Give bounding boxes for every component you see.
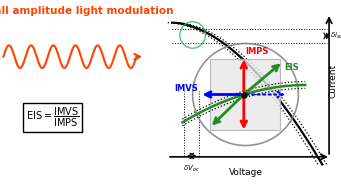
Text: $\mathrm{EIS} = \dfrac{\mathrm{IMVS}}{\mathrm{IMPS}}$: $\mathrm{EIS} = \dfrac{\mathrm{IMVS}}{\m… <box>26 106 79 129</box>
Text: EIS: EIS <box>285 63 299 72</box>
Text: $\delta i_{sc}$: $\delta i_{sc}$ <box>330 31 341 41</box>
Text: IMPS: IMPS <box>246 47 269 56</box>
Text: Voltage: Voltage <box>228 168 263 177</box>
Bar <box>210 59 280 130</box>
Text: $\delta V_{oc}$: $\delta V_{oc}$ <box>183 163 200 174</box>
Text: Current: Current <box>329 64 338 98</box>
Text: Small amplitude light modulation: Small amplitude light modulation <box>0 6 174 16</box>
Text: IMVS: IMVS <box>174 84 198 93</box>
